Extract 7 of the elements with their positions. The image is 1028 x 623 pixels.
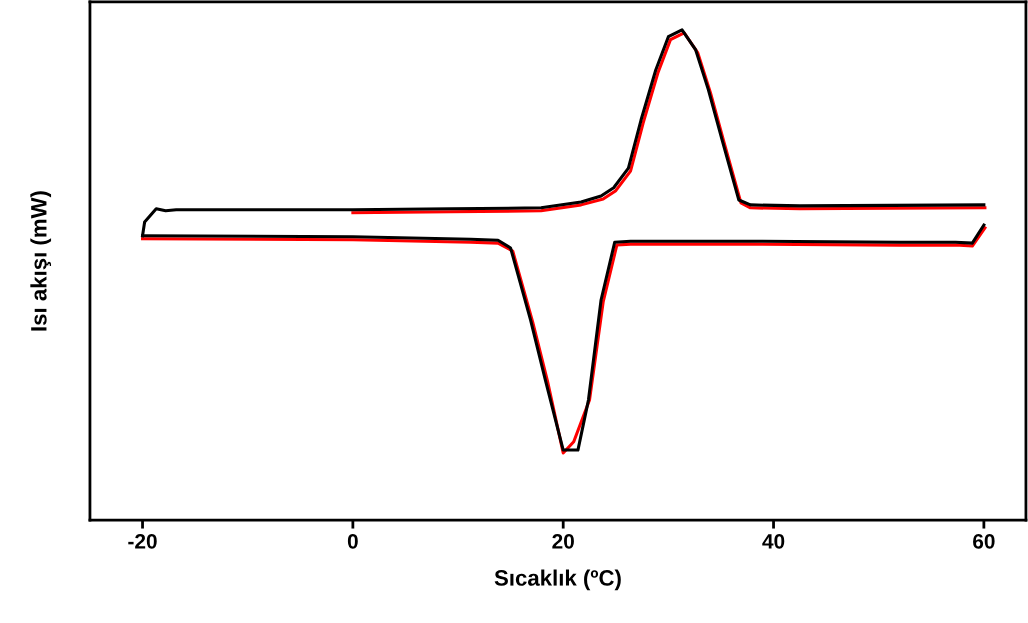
x-tick-label: 20 xyxy=(552,533,574,549)
x-tick-label: 40 xyxy=(762,533,785,549)
x-axis-title: Sıcaklık (ºC) xyxy=(494,569,621,591)
y-axis-title: Isı akışı (mW) xyxy=(30,191,52,331)
x-tick-label: 0 xyxy=(347,533,358,549)
x-tick-label: 60 xyxy=(973,533,995,549)
x-tick-label: -20 xyxy=(128,533,157,549)
